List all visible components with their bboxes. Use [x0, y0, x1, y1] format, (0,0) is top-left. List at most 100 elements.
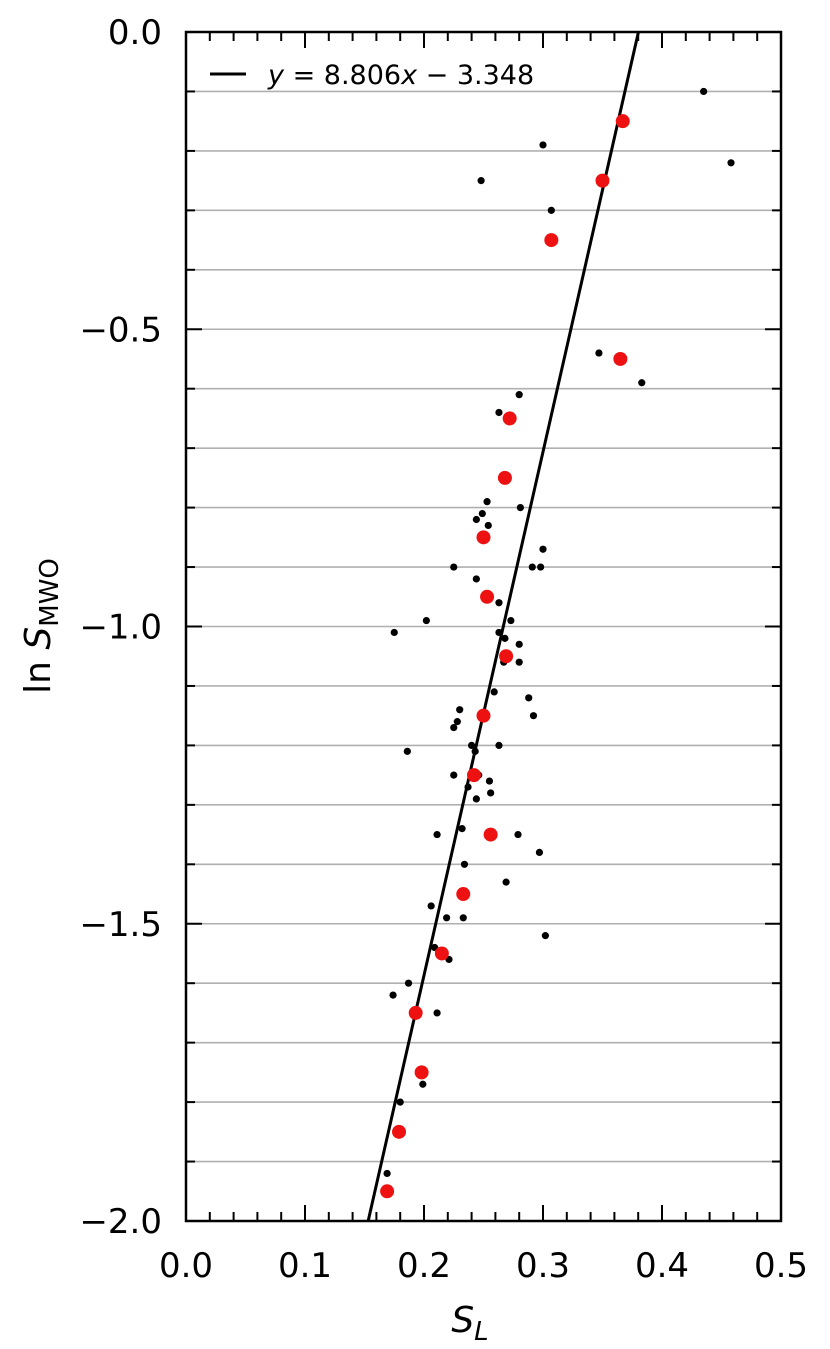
x-axis-label: SL [451, 1300, 488, 1347]
black-data-point [495, 599, 503, 607]
legend-prefix: y [267, 60, 285, 91]
black-data-point [456, 706, 464, 714]
black-data-point [472, 575, 480, 583]
black-data-point [404, 979, 413, 987]
red-data-point [380, 1184, 395, 1199]
black-data-point [539, 545, 547, 553]
black-data-point [422, 616, 430, 625]
black-data-point [468, 741, 476, 750]
y-tick-label: −1.5 [79, 905, 162, 945]
red-data-point [480, 589, 495, 604]
black-data-point [502, 878, 510, 886]
axis-ticks [185, 31, 782, 1222]
legend-suffix: − 3.348 [417, 60, 534, 91]
black-data-point [515, 391, 523, 399]
legend-label: y = 8.806x − 3.348 [267, 60, 534, 91]
x-tick-label: 0.0 [159, 1246, 213, 1286]
fit-line-group [366, 31, 640, 1222]
x-tick-label: 0.1 [278, 1246, 332, 1286]
x-tick-label: 0.2 [397, 1246, 451, 1286]
y-tick-label: 0.0 [108, 13, 162, 53]
black-data-point [450, 771, 458, 779]
red-data-point [499, 649, 514, 664]
red-data-point [434, 946, 449, 961]
black-data-point [528, 563, 536, 571]
black-data-point [595, 349, 603, 357]
black-data-point [472, 795, 480, 803]
black-data-point [535, 848, 544, 857]
legend-text: = 8.806 [284, 60, 401, 91]
black-data-point [450, 563, 458, 571]
black-data-point [419, 1080, 427, 1088]
black-data-point [460, 860, 469, 868]
black-data-point [638, 379, 646, 387]
plot-frame [184, 30, 783, 1223]
y-tick-label: −0.5 [79, 310, 162, 350]
black-data-point [529, 712, 538, 720]
x-tick-label: 0.5 [754, 1246, 808, 1286]
black-data-point [472, 515, 480, 524]
y-tick-label: −1.0 [79, 608, 162, 648]
x-tick-label: 0.3 [516, 1246, 570, 1286]
red-data-point [595, 173, 610, 188]
black-data-point [501, 634, 509, 642]
legend-var: x [400, 60, 418, 91]
black-data-point [464, 783, 472, 791]
tick-labels: 0.0 0.1 0.2 0.3 0.4 0.5 0.0 −0.5 −1.0 −1.5 −2.0 [79, 13, 808, 1286]
red-data-point [544, 233, 559, 248]
black-data-point [389, 991, 397, 999]
grid-lines [186, 90, 781, 1163]
black-data-point [433, 1009, 441, 1017]
red-data-point [615, 114, 630, 129]
red-data-point [466, 768, 481, 783]
legend: y = 8.806x − 3.348 [210, 60, 534, 91]
data-points [380, 87, 735, 1199]
black-data-point [483, 498, 491, 506]
black-data-point [515, 658, 523, 666]
y-axis-label-sub: MWO [35, 558, 65, 627]
black-data-point [453, 718, 461, 726]
red-data-point [476, 530, 491, 545]
black-data-point [495, 408, 503, 417]
red-data-point [476, 708, 491, 723]
black-data-point [537, 563, 545, 571]
black-data-point [427, 902, 435, 910]
black-data-point [727, 159, 735, 167]
black-data-point [403, 747, 411, 755]
y-axis-label: ln SMWO [18, 558, 65, 694]
black-data-point [485, 777, 494, 785]
red-data-point [502, 411, 517, 426]
black-data-point [487, 789, 495, 797]
black-data-point [516, 504, 524, 512]
black-data-point [700, 87, 708, 96]
black-data-point [495, 741, 503, 750]
fit-line [366, 31, 640, 1222]
y-axis-label-main: S [18, 627, 59, 650]
black-data-point [539, 141, 547, 149]
black-data-point [507, 616, 515, 625]
y-tick-label: −2.0 [79, 1202, 162, 1242]
black-data-point [459, 914, 467, 922]
black-data-point [383, 1169, 391, 1178]
black-data-point [490, 688, 498, 696]
red-data-point [613, 351, 628, 366]
black-data-point [458, 825, 466, 833]
black-data-point [495, 628, 503, 637]
black-data-point [433, 830, 441, 839]
black-data-point [515, 640, 523, 648]
red-data-point [497, 470, 512, 485]
black-data-point [484, 521, 492, 530]
black-data-point [450, 723, 458, 732]
red-data-point [408, 1005, 423, 1020]
black-data-point [547, 206, 555, 214]
x-tick-label: 0.4 [635, 1246, 689, 1286]
black-data-point [477, 177, 485, 185]
red-data-point [456, 887, 471, 902]
red-data-point [483, 827, 498, 842]
black-data-point [471, 747, 479, 755]
black-data-point [443, 914, 451, 922]
x-axis-label-main: S [451, 1300, 474, 1341]
black-data-point [478, 509, 486, 518]
red-data-point [414, 1065, 429, 1080]
